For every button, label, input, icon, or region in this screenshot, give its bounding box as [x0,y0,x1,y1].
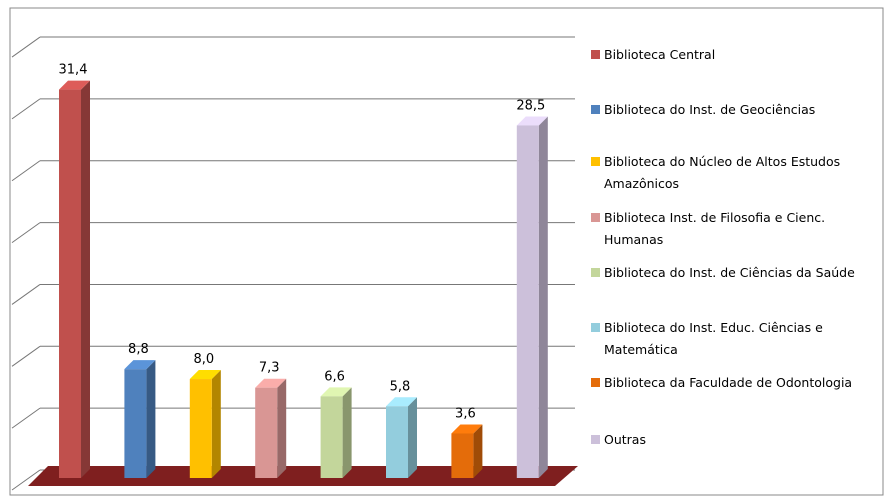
bar-top [255,378,287,388]
grid-line [11,284,41,305]
bar-top [189,370,221,380]
legend-label: Outras [604,432,646,447]
bar-side [146,360,156,478]
bar-side [277,378,287,478]
legend-swatch [591,157,600,166]
value-label: 8,8 [128,342,149,357]
grid-line [11,36,41,58]
grid-line [11,222,41,244]
bar [386,406,408,478]
bar [189,379,212,478]
bar-top [386,397,417,407]
value-label: 8,0 [193,352,214,367]
legend-label: Biblioteca do Núcleo de Altos Estudos Am… [604,154,841,191]
value-label: 7,3 [259,361,280,376]
grid-line [11,469,41,491]
chart-border [9,7,884,496]
legend-swatch [591,435,600,444]
floor [28,466,578,486]
bar-side [211,370,221,478]
legend-label: Biblioteca do Inst. de Ciências da Saúde [604,265,855,280]
bar-side [473,424,483,478]
bar-top [451,424,483,434]
grid-line [11,98,41,120]
bar-side [538,116,548,478]
bar [320,396,343,478]
legend-label: Biblioteca Inst. de Filosofia e Cienc. H… [604,210,826,247]
bar-side [81,80,90,478]
value-label: 31,4 [59,63,88,78]
legend-swatch [591,323,600,332]
grid-line [11,160,41,182]
bar [451,433,474,478]
bar [516,125,539,478]
bar-top [59,80,90,90]
legend-swatch [591,268,600,277]
bar [124,369,147,478]
value-label: 6,6 [324,369,345,384]
grid-line [11,345,41,367]
grid-line [11,407,41,429]
bar [59,89,81,478]
bar-top [320,387,352,397]
value-label: 28,5 [516,98,545,113]
bar-side [408,397,417,478]
legend-label: Biblioteca Central [604,47,716,62]
bar-top [124,360,156,370]
legend-swatch [591,378,600,387]
legend-swatch [591,213,600,222]
legend-label: Biblioteca do Inst. Educ. Ciências e Mat… [604,320,823,357]
bar-side [342,387,352,478]
legend-label: Biblioteca do Inst. de Geociências [604,102,816,117]
bar [255,387,278,478]
legend-label: Biblioteca da Faculdade de Odontologia [604,375,853,390]
value-label: 5,8 [390,379,411,394]
legend-swatch [591,105,600,114]
legend-swatch [591,50,600,59]
bar-top [516,116,548,126]
value-label: 3,6 [455,406,476,421]
